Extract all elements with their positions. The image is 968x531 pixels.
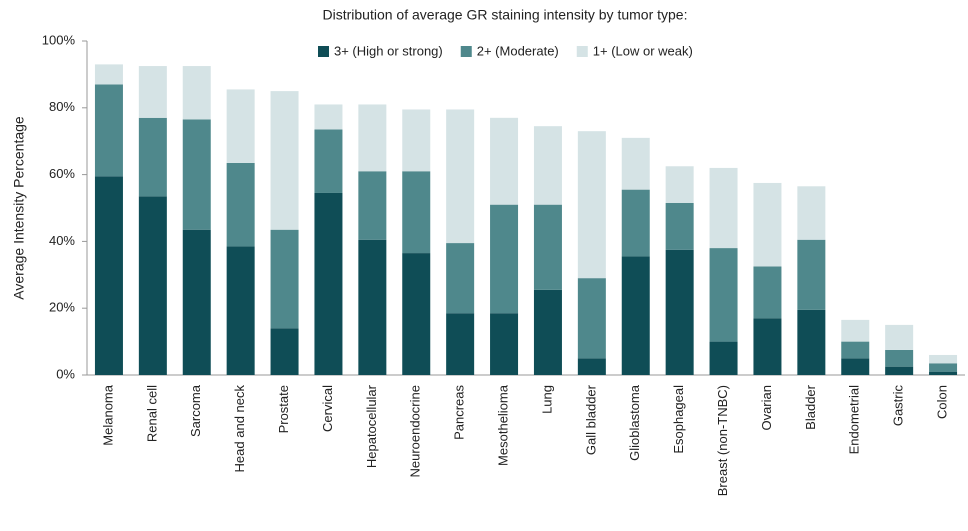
bar-segment bbox=[94, 64, 123, 85]
x-tick-label: Esophageal bbox=[671, 385, 686, 454]
bar-segment bbox=[929, 363, 958, 372]
x-tick-label: Prostate bbox=[276, 385, 291, 433]
legend-swatch bbox=[460, 46, 472, 57]
x-tick-label: Cervical bbox=[320, 385, 335, 432]
bar-segment bbox=[621, 256, 650, 375]
bar-segment bbox=[182, 119, 211, 230]
bar-segment bbox=[490, 204, 519, 314]
bar-segment bbox=[885, 366, 914, 375]
bar-segment bbox=[182, 229, 211, 375]
bar-segment bbox=[665, 202, 694, 250]
bar-segment bbox=[577, 131, 606, 279]
bar-segment bbox=[797, 239, 826, 310]
bar-segment bbox=[709, 167, 738, 249]
y-tick-label: 40% bbox=[49, 233, 75, 248]
bar-segment bbox=[841, 319, 870, 342]
x-tick-label: Gall bladder bbox=[583, 384, 598, 455]
bar-segment bbox=[446, 109, 475, 244]
bar-segment bbox=[226, 246, 255, 375]
y-tick-label: 0% bbox=[56, 366, 75, 381]
bar-segment bbox=[621, 137, 650, 190]
bar-segment bbox=[841, 341, 870, 359]
bar-segment bbox=[94, 176, 123, 375]
legend-swatch bbox=[576, 46, 588, 57]
bar-segment bbox=[314, 129, 343, 193]
x-tick-label: Ovarian bbox=[759, 385, 774, 431]
bar-segment bbox=[314, 104, 343, 130]
bar-segment bbox=[138, 66, 167, 118]
bar-segment bbox=[841, 358, 870, 375]
y-tick-label: 80% bbox=[49, 99, 75, 114]
legend-label: 2+ (Moderate) bbox=[477, 43, 559, 58]
bar-segment bbox=[533, 204, 562, 290]
bar-segment bbox=[709, 248, 738, 342]
bar-segment bbox=[709, 341, 738, 375]
bar-segment bbox=[929, 371, 958, 375]
bar-segment bbox=[533, 289, 562, 375]
legend-label: 1+ (Low or weak) bbox=[593, 43, 693, 58]
x-tick-label: Breast (non-TNBC) bbox=[715, 385, 730, 496]
bar-segment bbox=[226, 162, 255, 247]
bar-segment bbox=[226, 89, 255, 163]
bar-segment bbox=[665, 249, 694, 375]
bar-segment bbox=[753, 266, 782, 319]
bar-segment bbox=[929, 354, 958, 364]
bar-segment bbox=[577, 278, 606, 359]
x-tick-label: Colon bbox=[934, 385, 949, 419]
bar-segment bbox=[270, 229, 299, 329]
bar-segment bbox=[490, 313, 519, 375]
x-tick-label: Endometrial bbox=[847, 385, 862, 454]
x-tick-label: Melanoma bbox=[100, 384, 115, 445]
bar-segment bbox=[270, 91, 299, 230]
bar-segment bbox=[402, 253, 431, 375]
bar-segment bbox=[270, 328, 299, 375]
x-tick-label: Hepatocellular bbox=[364, 384, 379, 468]
bar-segment bbox=[358, 239, 387, 375]
bar-segment bbox=[885, 349, 914, 367]
bar-segment bbox=[402, 109, 431, 172]
bar-segment bbox=[182, 66, 211, 120]
bar-segment bbox=[138, 196, 167, 375]
x-tick-label: Neuroendocrine bbox=[408, 385, 423, 478]
x-tick-label: Sarcoma bbox=[188, 384, 203, 437]
bar-segment bbox=[885, 324, 914, 350]
x-tick-label: Mesothelioma bbox=[495, 384, 510, 466]
bar-segment bbox=[446, 313, 475, 375]
bar-segment bbox=[314, 192, 343, 375]
x-tick-label: Head and neck bbox=[232, 385, 247, 473]
bar-segment bbox=[138, 117, 167, 197]
bar-segment bbox=[533, 126, 562, 205]
x-tick-label: Glioblastoma bbox=[627, 384, 642, 461]
bar-segment bbox=[490, 117, 519, 205]
bar-segment bbox=[358, 171, 387, 240]
bar-segment bbox=[797, 186, 826, 240]
x-tick-label: Pancreas bbox=[452, 385, 467, 440]
x-tick-label: Renal cell bbox=[144, 385, 159, 442]
y-axis-label: Average Intensity Percentage bbox=[11, 116, 27, 300]
bar-segment bbox=[446, 243, 475, 314]
bar-segment bbox=[94, 84, 123, 177]
bar-segment bbox=[797, 309, 826, 375]
legend-swatch bbox=[318, 46, 329, 57]
bar-segment bbox=[753, 182, 782, 267]
x-tick-label: Bladder bbox=[803, 384, 818, 429]
bar-segment bbox=[402, 171, 431, 254]
bar-segment bbox=[621, 189, 650, 257]
bar-segment bbox=[753, 318, 782, 375]
chart-title: Distribution of average GR staining inte… bbox=[323, 7, 688, 23]
y-tick-label: 20% bbox=[49, 300, 75, 315]
bar-segment bbox=[665, 166, 694, 203]
legend-label: 3+ (High or strong) bbox=[334, 43, 443, 58]
bar-segment bbox=[577, 358, 606, 375]
y-tick-label: 60% bbox=[49, 166, 75, 181]
bar-segment bbox=[358, 104, 387, 172]
x-tick-label: Gastric bbox=[891, 385, 906, 427]
y-tick-label: 100% bbox=[42, 32, 76, 47]
x-tick-label: Lung bbox=[539, 385, 554, 414]
